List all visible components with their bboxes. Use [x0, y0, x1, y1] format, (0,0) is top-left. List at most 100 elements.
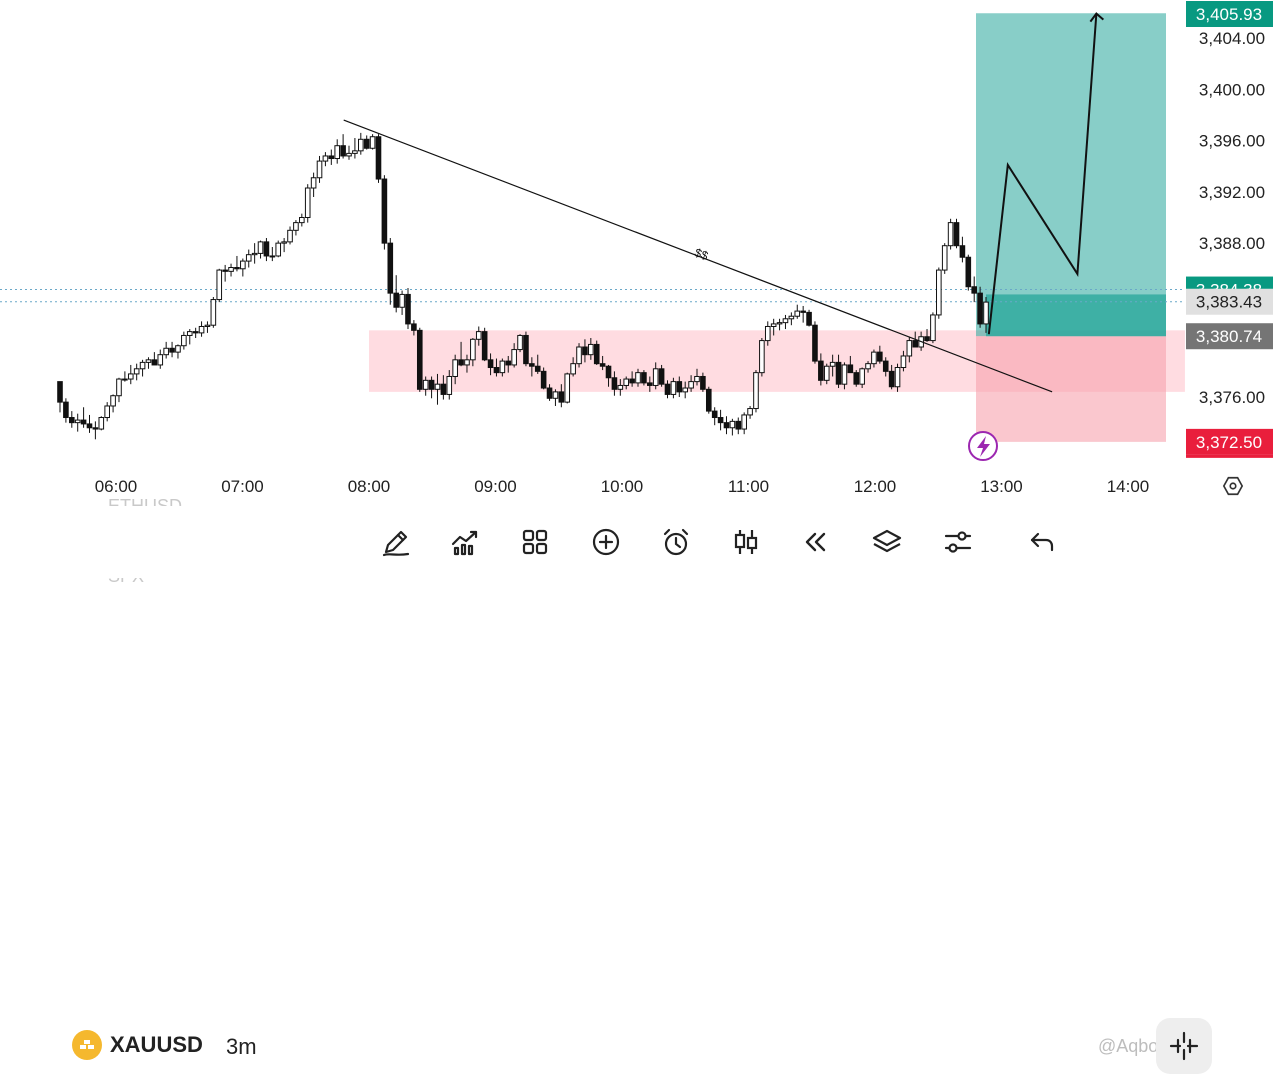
target-zone: [976, 13, 1166, 337]
candle: [676, 376, 683, 397]
candle-body: [381, 178, 388, 244]
candle: [481, 327, 488, 362]
candle: [641, 370, 647, 386]
trendline: [343, 119, 1053, 393]
price-tag-label: 3,383.43: [1196, 293, 1262, 312]
candle: [381, 175, 388, 250]
candle-body: [705, 388, 712, 412]
candles-icon[interactable]: [726, 522, 766, 562]
candle: [145, 357, 152, 369]
candle-body: [358, 138, 364, 152]
candle: [446, 370, 453, 400]
candle: [204, 321, 211, 333]
projection-arrowhead: [1089, 12, 1105, 23]
candle: [582, 339, 588, 363]
time-tick-label: 14:00: [1107, 477, 1150, 496]
rewind-icon[interactable]: [796, 522, 836, 562]
candle-body: [540, 370, 547, 389]
candle-body: [92, 427, 99, 430]
candle-body: [582, 346, 588, 356]
candle: [711, 407, 718, 426]
undo-icon[interactable]: [1022, 522, 1062, 562]
candle-body: [741, 414, 747, 430]
candle: [753, 370, 759, 413]
price-tick-label: 3,388.00: [1199, 234, 1265, 253]
candle-body: [74, 419, 81, 424]
candle: [139, 359, 146, 377]
price-tag-underline: [1186, 454, 1273, 458]
candle: [122, 371, 128, 382]
candle: [540, 367, 547, 390]
candle-body: [558, 391, 565, 403]
candle: [269, 246, 276, 262]
candle: [570, 357, 576, 377]
price-tag: 3,383.43: [1186, 288, 1273, 315]
time-tick-label: 07:00: [221, 477, 264, 496]
price-tick-label: 3,376.00: [1199, 388, 1265, 407]
candle-body: [299, 217, 305, 224]
candle-body: [251, 252, 258, 256]
candle: [529, 357, 535, 377]
layers-icon[interactable]: [867, 522, 907, 562]
candle: [688, 375, 694, 392]
candle: [617, 379, 624, 396]
candle-body: [859, 368, 865, 385]
bottom-toolbar: XAUUSD 3m @Aqbolo Ari: [0, 506, 1280, 1074]
candle-body: [340, 145, 346, 157]
candle-body: [493, 367, 500, 374]
alarm-icon[interactable]: [656, 522, 696, 562]
crosshair-icon[interactable]: [1156, 1018, 1212, 1074]
price-chart[interactable]: $$ 3,404.00 3,400.00 3,396.00 3,392.00 3,388…: [0, 0, 1280, 506]
candle-body: [475, 331, 482, 340]
indicators-icon[interactable]: [445, 522, 485, 562]
grid-icon[interactable]: [515, 522, 555, 562]
chart-settings-icon[interactable]: [1219, 472, 1247, 500]
candle-body: [316, 160, 323, 179]
candle: [971, 276, 978, 303]
interval-selector[interactable]: 3m: [226, 1034, 257, 1059]
candle-body: [664, 383, 671, 395]
candle: [181, 331, 187, 350]
symbol-selector[interactable]: XAUUSD: [72, 1030, 203, 1060]
candle: [358, 132, 364, 155]
candle: [363, 135, 370, 150]
candle: [941, 243, 948, 274]
candle-body: [127, 373, 134, 380]
candle: [352, 138, 358, 159]
plus-circle-icon[interactable]: [586, 522, 626, 562]
candle-body: [894, 367, 901, 388]
candle-body: [670, 381, 677, 395]
candle-body: [399, 293, 405, 308]
time-axis: 06:00 07:00 08:00 09:00 10:00 11:00 12:00 13:00…: [95, 477, 1150, 496]
candle-body: [110, 395, 116, 407]
candle-body: [517, 334, 523, 351]
candle-body: [222, 269, 228, 272]
candle-body: [694, 375, 700, 383]
candle-body: [617, 384, 624, 390]
candle-body: [593, 343, 600, 365]
candle: [74, 413, 81, 432]
candle-body: [334, 145, 341, 160]
pen-icon[interactable]: [376, 522, 416, 562]
candle: [741, 412, 747, 435]
candle-body: [924, 336, 930, 342]
candle: [346, 145, 352, 160]
candle-body: [369, 136, 376, 149]
candle: [694, 368, 700, 386]
candle-body: [181, 334, 187, 347]
price-tag: 3,405.93: [1186, 1, 1273, 27]
candle-body: [729, 420, 736, 429]
sliders-icon[interactable]: [938, 522, 978, 562]
candle: [257, 240, 264, 259]
candle-body: [635, 372, 641, 384]
candle-body: [452, 359, 458, 377]
candle-body: [122, 378, 128, 381]
candle: [605, 364, 612, 387]
candle-body: [853, 372, 860, 385]
candle-body: [806, 311, 812, 326]
time-tick-label: 11:00: [728, 477, 769, 496]
candle-body: [770, 323, 777, 327]
candle: [558, 384, 565, 408]
candle-body: [717, 417, 724, 424]
candle-body: [711, 410, 718, 419]
